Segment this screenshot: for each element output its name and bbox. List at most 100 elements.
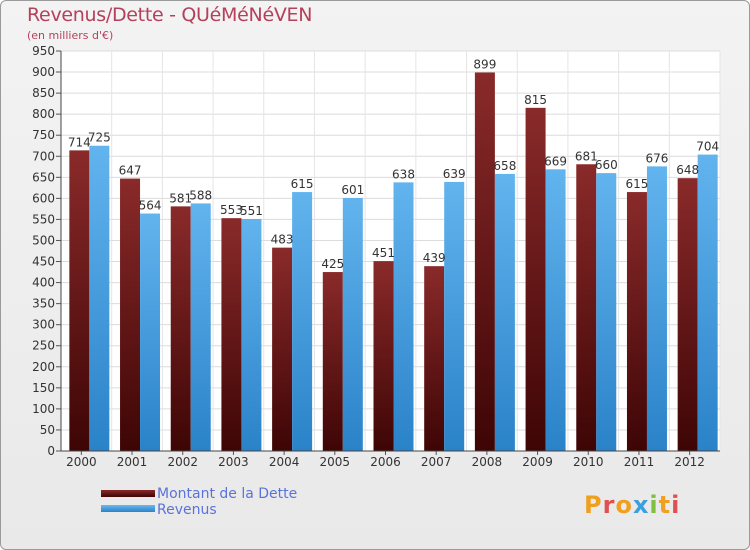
- logo-letter: i: [649, 491, 659, 519]
- bar-debt-2009: [525, 107, 546, 451]
- data-label-revenus-2012: 704: [696, 140, 719, 154]
- x-tick-label-2000: 2000: [66, 455, 97, 469]
- data-label-revenus-2007: 639: [443, 167, 466, 181]
- bar-revenus-2001: [140, 213, 161, 451]
- y-tick-label: 350: [32, 297, 55, 311]
- y-tick-label: 900: [32, 65, 55, 79]
- bar-debt-2010: [576, 164, 597, 451]
- data-label-debt-2005: 425: [321, 257, 344, 271]
- y-tick-label: 700: [32, 149, 55, 163]
- legend-swatch-revenus: [101, 505, 155, 512]
- bar-debt-2004: [272, 247, 293, 451]
- data-label-debt-2010: 681: [575, 149, 598, 163]
- data-label-revenus-2009: 669: [544, 154, 567, 168]
- x-tick-label-2007: 2007: [421, 455, 452, 469]
- y-tick-label: 150: [32, 381, 55, 395]
- x-tick-label-2005: 2005: [320, 455, 351, 469]
- data-label-revenus-2003: 551: [240, 204, 263, 218]
- logo-letter: o: [615, 491, 633, 519]
- y-tick-label: 600: [32, 191, 55, 205]
- data-label-debt-2006: 451: [372, 246, 395, 260]
- bar-debt-2007: [424, 266, 445, 451]
- data-label-revenus-2011: 676: [646, 151, 669, 165]
- data-label-debt-2008: 899: [473, 57, 496, 71]
- data-label-debt-2011: 615: [626, 177, 649, 191]
- x-tick-label-2008: 2008: [472, 455, 503, 469]
- x-tick-label-2010: 2010: [573, 455, 604, 469]
- bar-debt-2006: [373, 261, 394, 451]
- data-label-revenus-2004: 615: [291, 177, 314, 191]
- y-tick-label: 0: [47, 444, 55, 458]
- data-label-revenus-2010: 660: [595, 158, 618, 172]
- data-label-revenus-2001: 564: [139, 199, 162, 213]
- bar-debt-2008: [474, 72, 495, 451]
- data-label-revenus-2000: 725: [88, 131, 111, 145]
- bar-revenus-2007: [444, 181, 465, 451]
- x-tick-label-2001: 2001: [117, 455, 148, 469]
- data-label-debt-2009: 815: [524, 93, 547, 107]
- y-tick-label: 750: [32, 128, 55, 142]
- x-tick-label-2006: 2006: [370, 455, 401, 469]
- data-label-debt-2007: 439: [423, 251, 446, 265]
- bar-revenus-2012: [697, 154, 718, 451]
- y-tick-label: 250: [32, 339, 55, 353]
- bar-debt-2001: [120, 178, 141, 451]
- y-tick-label: 950: [32, 44, 55, 58]
- y-tick-label: 800: [32, 107, 55, 121]
- bar-revenus-2004: [292, 192, 313, 452]
- data-label-revenus-2006: 638: [392, 167, 415, 181]
- proxiti-logo: Proxiti: [584, 491, 680, 519]
- x-tick-label-2003: 2003: [218, 455, 249, 469]
- logo-letter: r: [602, 491, 616, 519]
- bar-revenus-2005: [342, 197, 363, 451]
- data-label-debt-2003: 553: [220, 203, 243, 217]
- bar-debt-2012: [677, 178, 698, 451]
- data-label-debt-2004: 483: [271, 233, 294, 247]
- bar-revenus-2000: [89, 145, 110, 451]
- bar-debt-2005: [322, 272, 343, 451]
- x-tick-label-2012: 2012: [674, 455, 705, 469]
- legend-label-debt: Montant de la Dette: [157, 486, 298, 502]
- y-tick-label: 500: [32, 233, 55, 247]
- data-label-revenus-2008: 658: [493, 159, 516, 173]
- logo-letter: P: [584, 491, 603, 519]
- bar-revenus-2008: [494, 173, 515, 451]
- data-label-debt-2012: 648: [676, 163, 699, 177]
- data-label-revenus-2005: 601: [341, 183, 364, 197]
- y-tick-label: 450: [32, 255, 55, 269]
- y-tick-label: 200: [32, 360, 55, 374]
- y-tick-label: 850: [32, 86, 55, 100]
- data-label-debt-2001: 647: [119, 164, 142, 178]
- data-label-revenus-2002: 588: [189, 188, 212, 202]
- x-tick-label-2011: 2011: [624, 455, 655, 469]
- bar-debt-2000: [69, 150, 90, 452]
- chart-title: Revenus/Dette - QUéMéNéVEN: [27, 4, 313, 26]
- logo-letter: x: [632, 491, 650, 519]
- legend-swatch-debt: [101, 490, 155, 497]
- y-tick-label: 50: [40, 423, 55, 437]
- x-tick-label-2004: 2004: [269, 455, 300, 469]
- bar-debt-2002: [170, 206, 191, 451]
- bar-revenus-2003: [241, 219, 262, 451]
- bar-revenus-2002: [190, 203, 211, 451]
- chart-subtitle: (en milliers d'€): [27, 29, 114, 42]
- bar-debt-2003: [221, 218, 242, 451]
- x-tick-label-2009: 2009: [522, 455, 553, 469]
- x-tick-label-2002: 2002: [167, 455, 198, 469]
- bar-debt-2011: [626, 192, 647, 452]
- logo-letter: t: [658, 491, 672, 519]
- logo-letter: i: [671, 491, 681, 519]
- y-tick-label: 400: [32, 276, 55, 290]
- y-tick-label: 550: [32, 212, 55, 226]
- bar-revenus-2011: [646, 166, 667, 452]
- bar-revenus-2006: [393, 182, 414, 452]
- data-label-debt-2000: 714: [68, 135, 91, 149]
- y-tick-label: 300: [32, 318, 55, 332]
- legend-label-revenus: Revenus: [157, 502, 217, 518]
- bar-revenus-2009: [545, 169, 566, 451]
- bar-revenus-2010: [596, 173, 617, 451]
- y-tick-label: 100: [32, 402, 55, 416]
- y-tick-label: 650: [32, 170, 55, 184]
